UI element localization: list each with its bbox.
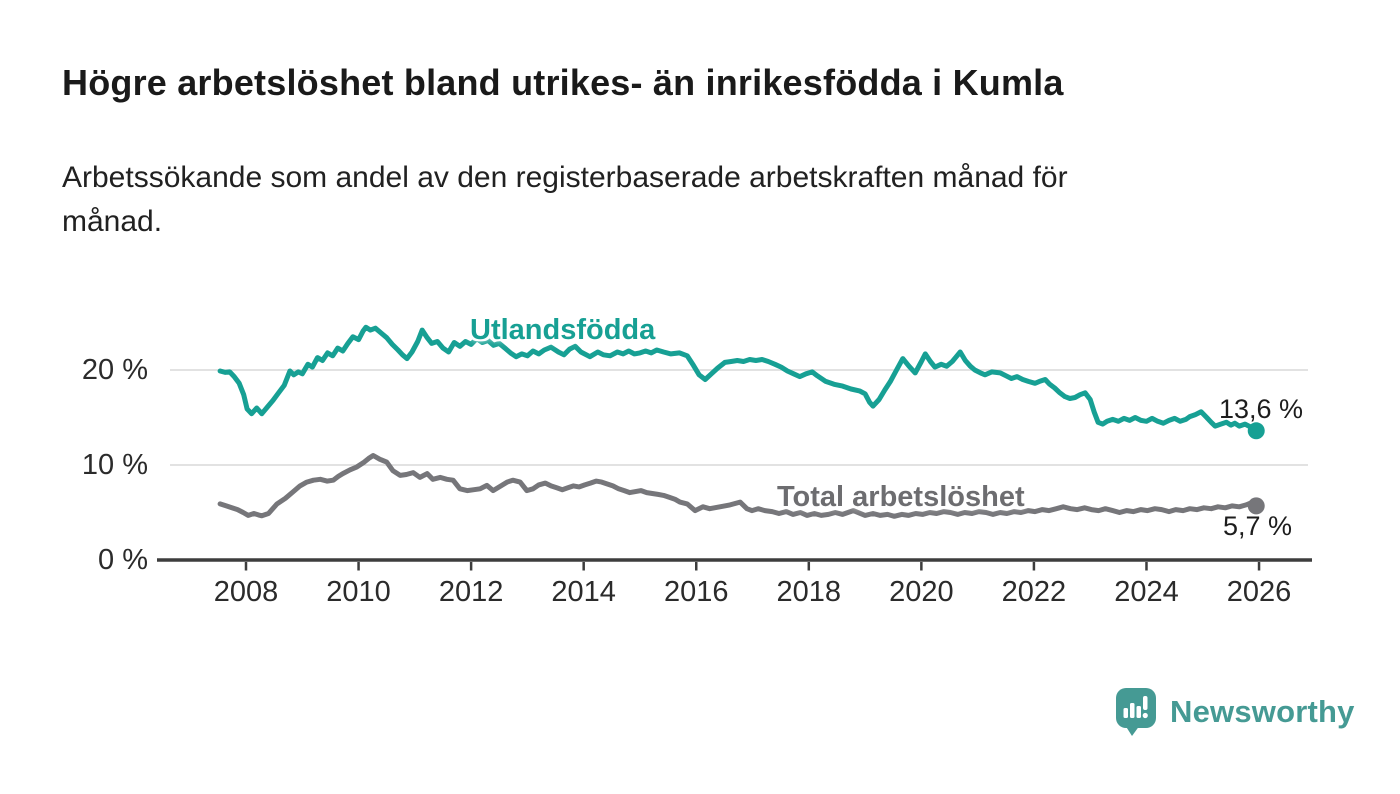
x-tick-label: 2012 bbox=[438, 576, 504, 608]
x-tick-label: 2010 bbox=[326, 576, 391, 608]
x-tick-label: 2026 bbox=[1226, 576, 1292, 608]
chart-subtitle: Arbetssökande som andel av den registerb… bbox=[62, 161, 1068, 239]
x-tick-label: 2014 bbox=[551, 576, 616, 608]
end-value-label-utlandsfodda: 13,6 % bbox=[1219, 394, 1304, 424]
y-tick-label: 20 % bbox=[81, 354, 148, 386]
series-line-utlandsfodda bbox=[217, 324, 1259, 434]
x-tick-label: 2020 bbox=[889, 576, 954, 608]
series-end-dot-total bbox=[1247, 497, 1265, 515]
x-tick-label: 2016 bbox=[663, 576, 729, 608]
end-value-label-total: 5,7 % bbox=[1223, 511, 1293, 541]
series-line-total bbox=[217, 453, 1259, 519]
newsworthy-logo-icon bbox=[1116, 688, 1156, 736]
page-title: Högre arbetslöshet bland utrikes- än inr… bbox=[62, 62, 1064, 103]
series-end-dot-utlandsfodda bbox=[1247, 422, 1265, 440]
x-tick-label: 2018 bbox=[776, 576, 842, 608]
y-tick-label: 10 % bbox=[81, 449, 148, 481]
x-tick-label: 2008 bbox=[213, 576, 279, 608]
newsworthy-logo[interactable]: Newsworthy bbox=[1115, 687, 1355, 737]
series-label-utlandsfodda: Utlandsfödda bbox=[470, 314, 656, 346]
x-tick-label: 2024 bbox=[1114, 576, 1179, 608]
y-tick-label: 0 % bbox=[98, 544, 148, 576]
series-label-total-arbetsloshet: Total arbetslöshet bbox=[777, 481, 1025, 513]
x-tick-label: 2022 bbox=[1001, 576, 1067, 608]
newsworthy-logo-text: Newsworthy bbox=[1170, 694, 1355, 729]
